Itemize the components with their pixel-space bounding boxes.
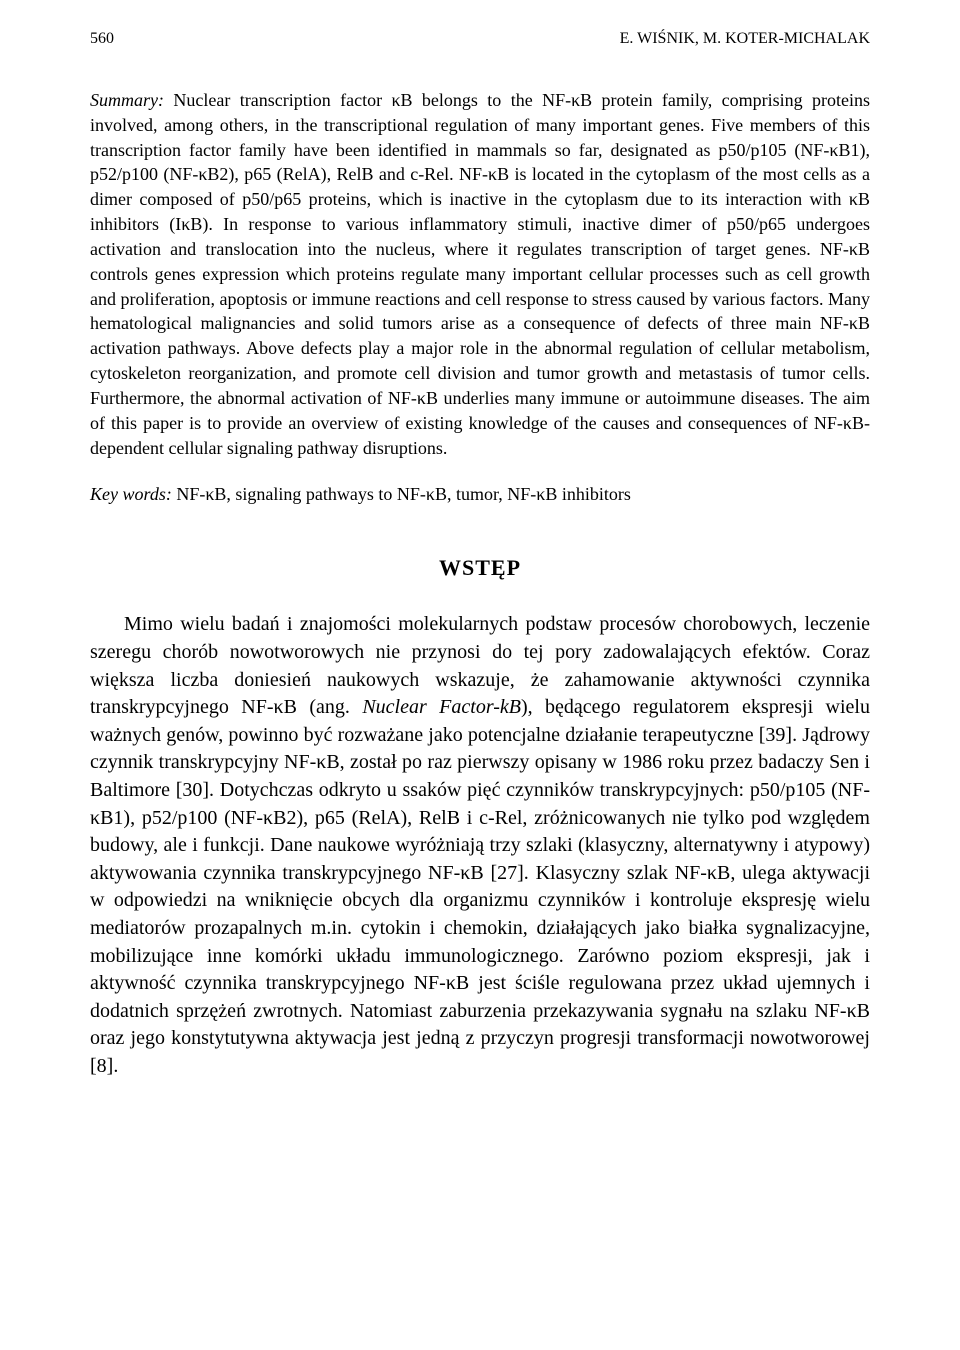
intro-part2: ), będącego regulatorem ekspresji wielu … <box>90 696 870 1077</box>
summary-paragraph: Summary: Nuclear transcription factor κB… <box>90 88 870 460</box>
summary-text: Nuclear transcription factor κB belongs … <box>90 90 870 458</box>
intro-paragraph: Mimo wielu badań i znajomości molekularn… <box>90 611 870 1080</box>
keywords-text: NF-κB, signaling pathways to NF-κB, tumo… <box>172 484 631 504</box>
page-header: 560 E. WIŚNIK, M. KOTER-MICHALAK <box>90 30 870 48</box>
page-number: 560 <box>90 30 114 48</box>
intro-italic: Nuclear Factor-kB <box>362 696 521 718</box>
section-heading: WSTĘP <box>90 555 870 581</box>
keywords-label: Key words: <box>90 484 172 504</box>
authors: E. WIŚNIK, M. KOTER-MICHALAK <box>620 30 870 48</box>
keywords-paragraph: Key words: NF-κB, signaling pathways to … <box>90 484 870 505</box>
summary-label: Summary: <box>90 90 164 110</box>
